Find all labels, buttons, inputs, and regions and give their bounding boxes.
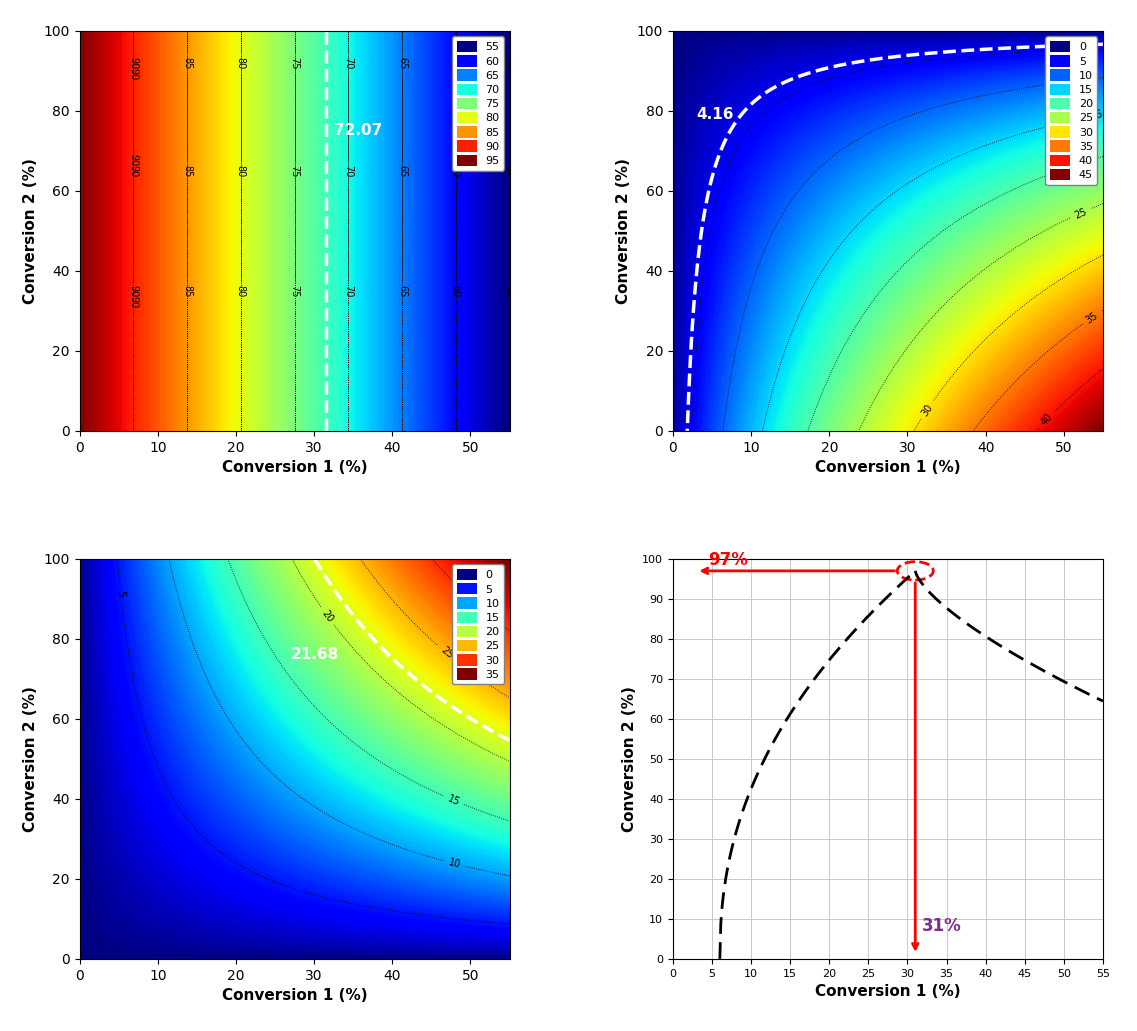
Y-axis label: Conversion 2 (%): Conversion 2 (%) bbox=[23, 686, 38, 832]
Text: 90: 90 bbox=[128, 68, 139, 80]
Text: 5: 5 bbox=[116, 591, 126, 598]
Text: 4.16: 4.16 bbox=[696, 107, 733, 122]
Text: 55: 55 bbox=[505, 165, 515, 177]
Text: 65: 65 bbox=[397, 285, 407, 297]
Y-axis label: Conversion 2 (%): Conversion 2 (%) bbox=[616, 158, 631, 304]
Text: 90: 90 bbox=[128, 57, 139, 69]
Text: 31%: 31% bbox=[921, 917, 961, 935]
Text: 70: 70 bbox=[343, 285, 354, 297]
Text: 97%: 97% bbox=[708, 551, 748, 569]
Text: 85: 85 bbox=[182, 285, 192, 297]
Text: 90: 90 bbox=[128, 154, 139, 166]
Text: 72.07: 72.07 bbox=[334, 123, 382, 138]
Text: 15: 15 bbox=[1090, 109, 1104, 122]
Text: 10: 10 bbox=[448, 857, 462, 870]
X-axis label: Conversion 1 (%): Conversion 1 (%) bbox=[815, 985, 961, 999]
Text: 5: 5 bbox=[1084, 43, 1090, 54]
Text: 60: 60 bbox=[450, 57, 460, 69]
Text: 40: 40 bbox=[1039, 411, 1055, 428]
X-axis label: Conversion 1 (%): Conversion 1 (%) bbox=[815, 460, 961, 475]
Text: 25: 25 bbox=[439, 645, 455, 661]
Legend: 55, 60, 65, 70, 75, 80, 85, 90, 95: 55, 60, 65, 70, 75, 80, 85, 90, 95 bbox=[453, 36, 504, 170]
Y-axis label: Conversion 2 (%): Conversion 2 (%) bbox=[622, 686, 637, 832]
Text: 25: 25 bbox=[1072, 206, 1088, 221]
Text: 90: 90 bbox=[128, 165, 139, 177]
Legend: 0, 5, 10, 15, 20, 25, 30, 35: 0, 5, 10, 15, 20, 25, 30, 35 bbox=[453, 564, 504, 685]
X-axis label: Conversion 1 (%): Conversion 1 (%) bbox=[222, 988, 367, 1003]
Text: 55: 55 bbox=[505, 57, 515, 69]
Text: 60: 60 bbox=[450, 165, 460, 177]
Text: 80: 80 bbox=[235, 165, 246, 177]
Text: 10: 10 bbox=[1079, 74, 1093, 86]
Text: 70: 70 bbox=[343, 165, 354, 177]
Text: 90: 90 bbox=[128, 285, 139, 297]
Text: 35: 35 bbox=[1084, 310, 1099, 325]
Text: 20: 20 bbox=[1071, 158, 1086, 171]
Text: 85: 85 bbox=[182, 57, 192, 69]
Text: 65: 65 bbox=[397, 165, 407, 177]
Text: 65: 65 bbox=[397, 57, 407, 69]
Text: 75: 75 bbox=[290, 165, 299, 177]
Text: 75: 75 bbox=[290, 57, 299, 69]
Text: 75: 75 bbox=[290, 285, 299, 297]
Text: 70: 70 bbox=[343, 57, 354, 69]
Text: 80: 80 bbox=[235, 285, 246, 297]
Text: 30: 30 bbox=[920, 402, 935, 418]
Text: 20: 20 bbox=[319, 608, 335, 624]
Text: 30: 30 bbox=[472, 598, 487, 613]
Y-axis label: Conversion 2 (%): Conversion 2 (%) bbox=[23, 158, 38, 304]
X-axis label: Conversion 1 (%): Conversion 1 (%) bbox=[222, 460, 367, 475]
Text: 85: 85 bbox=[182, 165, 192, 177]
Text: 55: 55 bbox=[505, 285, 515, 297]
Legend: 0, 5, 10, 15, 20, 25, 30, 35, 40, 45: 0, 5, 10, 15, 20, 25, 30, 35, 40, 45 bbox=[1045, 36, 1097, 185]
Text: 60: 60 bbox=[450, 285, 460, 297]
Text: 21.68: 21.68 bbox=[291, 646, 339, 662]
Text: 15: 15 bbox=[446, 793, 462, 807]
Text: 80: 80 bbox=[235, 57, 246, 69]
Text: 90: 90 bbox=[128, 296, 139, 308]
